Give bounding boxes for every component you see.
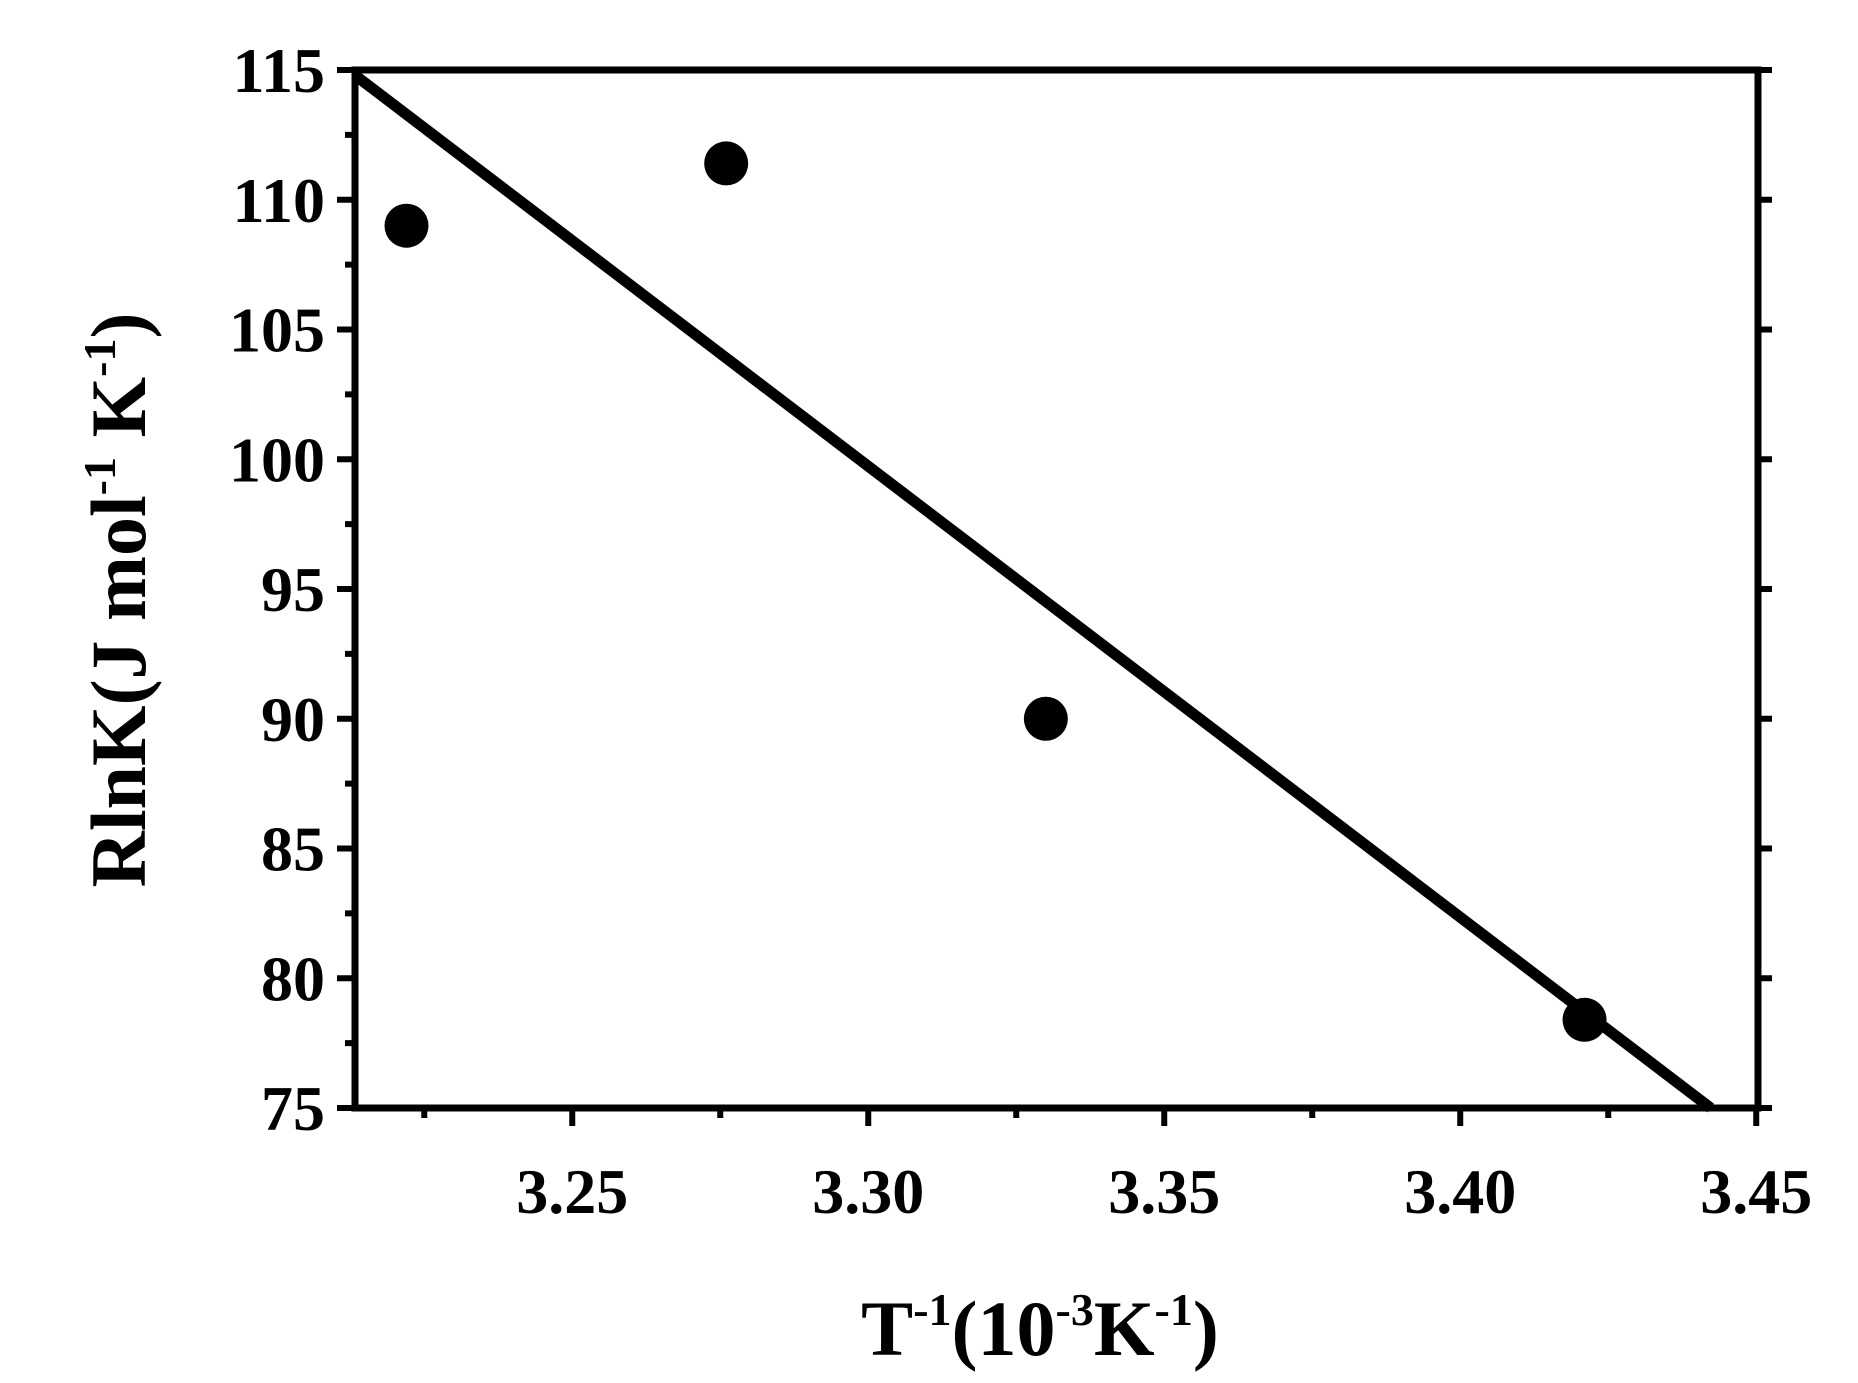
x-tick-label: 3.30	[812, 1156, 924, 1227]
data-point	[384, 203, 429, 248]
y-tick-label: 110	[233, 165, 325, 236]
data-point	[1023, 696, 1068, 741]
fit-line	[351, 70, 1714, 1113]
y-tick-label: 85	[261, 814, 325, 885]
data-point	[1562, 997, 1607, 1042]
y-tick-label: 100	[229, 424, 325, 495]
y-axis: 75 80 85 90 95 100 105 110 115	[229, 35, 1772, 1144]
y-tick-label: 95	[261, 554, 325, 625]
y-tick-label: 115	[233, 35, 325, 106]
data-point	[704, 141, 749, 186]
x-tick-label: 3.40	[1404, 1156, 1516, 1227]
y-tick-label: 105	[229, 295, 325, 366]
y-tick-label: 80	[261, 943, 325, 1014]
plot-area	[351, 66, 1762, 1113]
plot-frame	[351, 66, 1762, 1112]
x-tick-label: 3.45	[1700, 1156, 1812, 1227]
x-tick-label: 3.25	[516, 1156, 628, 1227]
y-tick-label: 90	[261, 684, 325, 755]
x-axis-title: T-1(10-3K-1)	[861, 1284, 1219, 1372]
x-tick-label: 3.35	[1108, 1156, 1220, 1227]
x-axis: 3.25 3.30 3.35 3.40 3.45	[421, 1108, 1812, 1227]
y-axis-title: RlnK(J mol-1 K-1)	[74, 313, 162, 888]
y-tick-label: 75	[261, 1073, 325, 1144]
